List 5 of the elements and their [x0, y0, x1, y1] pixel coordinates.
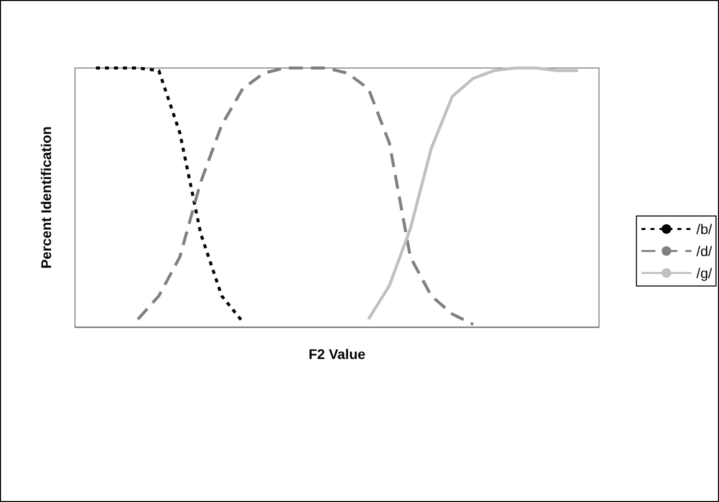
- legend-label: /d/: [696, 243, 712, 259]
- x-axis-title: F2 Value: [308, 346, 366, 362]
- legend-label: /b/: [696, 221, 712, 237]
- legend-label: /g/: [696, 265, 712, 281]
- y-axis-title: Percent Identification: [38, 126, 54, 269]
